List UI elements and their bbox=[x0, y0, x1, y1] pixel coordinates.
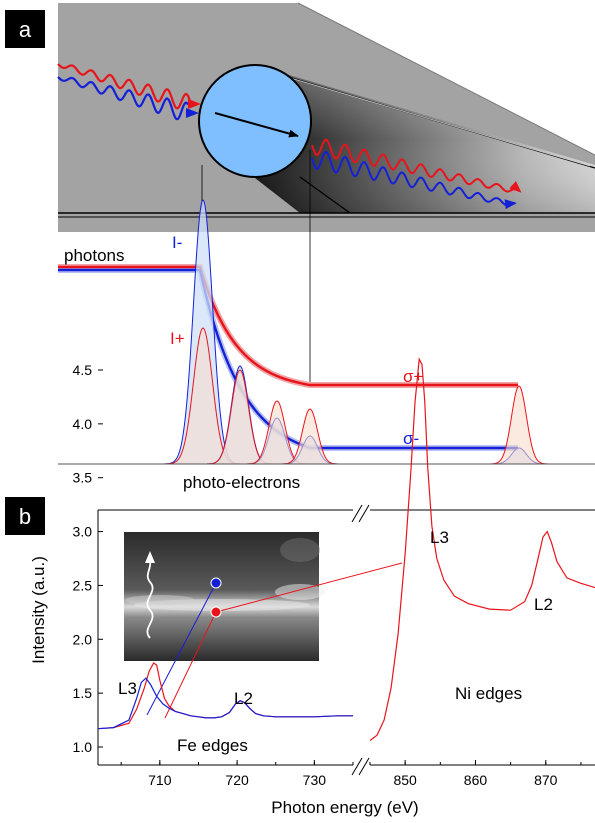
fe-L2-label: L2 bbox=[234, 689, 253, 708]
beam-tube-shade bbox=[255, 65, 595, 213]
xpeem-inset-image bbox=[124, 532, 325, 661]
I-minus-label: I- bbox=[172, 233, 182, 252]
red-probe-point bbox=[210, 606, 222, 618]
y-tick-label: 4.0 bbox=[73, 416, 93, 432]
panel-a-label-box bbox=[5, 10, 45, 48]
panel-a-label: a bbox=[19, 17, 32, 42]
beam-tube-highlight bbox=[269, 71, 591, 167]
incoming-red-wave bbox=[57, 63, 192, 110]
spectrum-line-3 bbox=[369, 357, 595, 741]
photo-electron-peaks bbox=[164, 199, 549, 465]
ni-edges-label: Ni edges bbox=[455, 684, 522, 703]
outgoing-red-wave bbox=[311, 138, 522, 193]
x-tick-label: 870 bbox=[534, 772, 558, 788]
beam-tube-bottom-edge bbox=[299, 176, 351, 214]
red-electron-peak-4 bbox=[280, 408, 340, 465]
x-tick-label: 860 bbox=[464, 772, 488, 788]
red-electron-peak-5 bbox=[489, 385, 549, 465]
I-plus-label: I+ bbox=[170, 329, 185, 348]
y-tick-label: 4.5 bbox=[73, 362, 93, 378]
outgoing-blue-wave bbox=[311, 150, 517, 210]
ni-L2-label: L2 bbox=[534, 595, 553, 614]
blue-intensity-curve bbox=[58, 268, 518, 450]
wave-arrow-blue-head bbox=[186, 108, 199, 118]
squiggle-arrow-head-icon bbox=[145, 551, 155, 563]
y-tick-label: 3.0 bbox=[73, 524, 93, 540]
x-tick-label: 730 bbox=[303, 772, 327, 788]
chart-axes: 1.0 1.5 2.0 2.5 3.0 3.5 4.0 4.5 710 720 730 850 860 8… bbox=[29, 362, 595, 817]
y-tick-label: 3.5 bbox=[73, 470, 93, 486]
panel-a: a photons I- bbox=[5, 2, 595, 492]
photons-label: photons bbox=[64, 246, 125, 265]
axis-break-marks bbox=[351, 504, 370, 776]
squiggle-arrow-icon bbox=[146, 560, 154, 639]
y-tick-label: 1.0 bbox=[73, 739, 93, 755]
magnetization-arrow bbox=[214, 112, 299, 138]
ni-L3-label: L3 bbox=[430, 528, 449, 547]
magnetic-domain-disk bbox=[198, 64, 312, 178]
y-tick-label: 2.5 bbox=[73, 577, 93, 593]
blue-intensity-glow bbox=[58, 267, 518, 451]
x-tick-label: 720 bbox=[225, 772, 249, 788]
panel-b-label-box bbox=[5, 497, 45, 535]
photo-electrons-label: photo-electrons bbox=[183, 473, 300, 492]
y-tick-label: 1.5 bbox=[73, 685, 93, 701]
red-pointer-line-ni bbox=[215, 562, 403, 613]
blue-pointer-line bbox=[146, 582, 217, 716]
red-intensity-curve bbox=[58, 265, 518, 387]
red-pointer-line-fe bbox=[164, 611, 217, 719]
sigma-minus-label: σ- bbox=[403, 429, 419, 448]
panel-b: b 1.0 1.5 2.0 2.5 3.0 3.5 4.0 4.5 710 720 730 850 86… bbox=[5, 357, 595, 817]
red-intensity-glow bbox=[58, 264, 518, 388]
fe-edges-label: Fe edges bbox=[177, 736, 248, 755]
y-axis-label: Intensity (a.u.) bbox=[29, 556, 48, 664]
y-tick-label: 2.0 bbox=[73, 631, 93, 647]
plane-edge bbox=[297, 2, 595, 156]
incoming-blue-wave bbox=[57, 76, 189, 121]
wave-arrow-red-head bbox=[188, 99, 201, 109]
panel-b-label: b bbox=[19, 504, 31, 529]
sigma-plus-label: σ+ bbox=[403, 367, 423, 386]
fe-L3-label: L3 bbox=[118, 679, 137, 698]
blue-probe-point bbox=[210, 577, 222, 589]
spectrum-line-2 bbox=[97, 677, 353, 730]
x-tick-label: 850 bbox=[393, 772, 417, 788]
spectra-series bbox=[97, 357, 595, 741]
x-axis-label: Photon energy (eV) bbox=[271, 798, 418, 817]
x-tick-label: 710 bbox=[148, 772, 172, 788]
